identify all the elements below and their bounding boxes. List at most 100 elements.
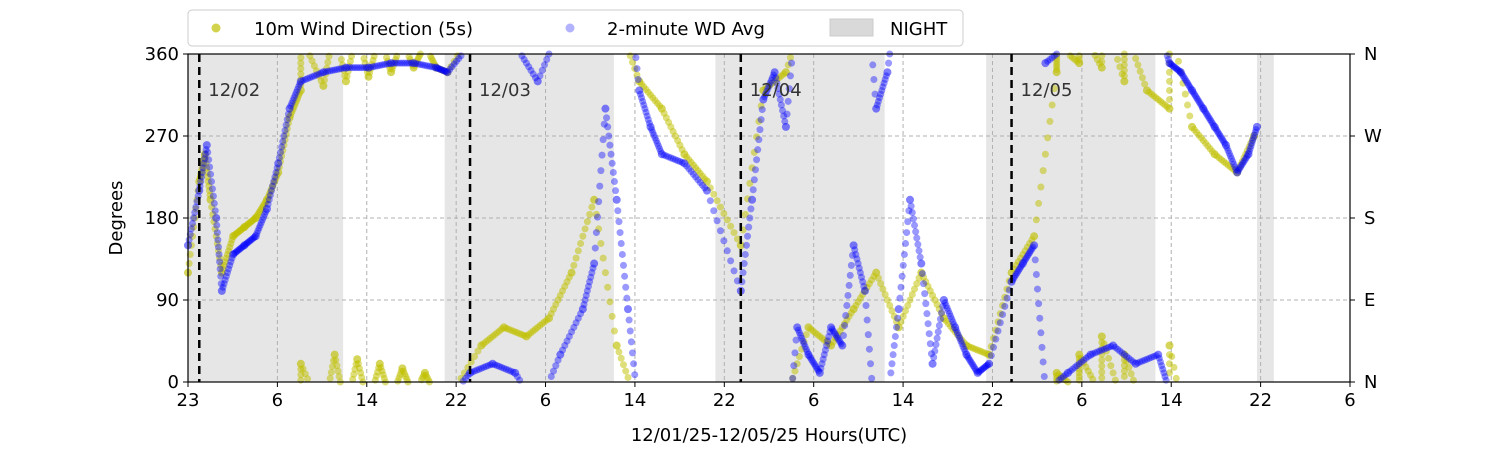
data-point	[694, 176, 702, 184]
data-point	[324, 58, 332, 66]
data-point	[770, 71, 778, 79]
data-point	[1250, 131, 1258, 139]
data-point	[447, 63, 455, 71]
y-tick-label: 180	[145, 208, 179, 229]
data-point	[799, 337, 807, 345]
data-point	[833, 332, 841, 340]
data-point	[744, 232, 752, 240]
data-point	[1098, 368, 1106, 376]
data-point	[217, 286, 226, 295]
data-point	[1199, 104, 1208, 113]
data-point	[333, 65, 341, 73]
data-point	[285, 104, 294, 113]
data-point	[1190, 90, 1198, 98]
data-point	[1232, 166, 1240, 174]
data-point	[315, 70, 323, 78]
data-point	[1225, 149, 1233, 157]
data-point	[619, 261, 627, 269]
data-point	[1031, 256, 1039, 264]
data-point	[1181, 76, 1189, 84]
data-point	[820, 351, 828, 359]
data-point	[1170, 63, 1178, 71]
data-point	[1100, 340, 1108, 348]
data-point	[727, 257, 735, 265]
data-point	[1231, 163, 1239, 171]
data-point	[987, 342, 995, 350]
data-point	[777, 101, 785, 109]
data-point	[578, 305, 587, 314]
data-point	[806, 352, 814, 360]
data-point	[1114, 345, 1122, 353]
data-point	[308, 73, 316, 81]
data-point	[301, 76, 309, 84]
data-point	[727, 222, 735, 230]
data-point	[606, 298, 614, 306]
data-point	[273, 171, 281, 179]
data-point	[1171, 64, 1179, 72]
data-point	[1057, 374, 1065, 382]
data-point	[1229, 158, 1237, 166]
data-point	[946, 310, 954, 318]
data-point	[288, 99, 296, 107]
data-point	[1210, 122, 1219, 131]
data-point	[1165, 59, 1174, 68]
data-point	[387, 59, 396, 68]
data-point	[767, 76, 775, 84]
data-point	[364, 63, 373, 72]
data-point	[723, 247, 731, 255]
data-point	[482, 363, 490, 371]
data-point	[1138, 74, 1146, 82]
data-point	[256, 221, 264, 229]
data-point	[200, 159, 208, 167]
data-point	[902, 240, 910, 248]
data-point	[643, 112, 651, 120]
data-point	[1251, 128, 1259, 136]
data-point	[960, 345, 968, 353]
data-point	[994, 327, 1002, 335]
night-band-2	[444, 54, 614, 382]
data-point	[874, 97, 882, 105]
data-point	[443, 68, 452, 77]
data-point	[491, 361, 499, 369]
data-point	[516, 376, 524, 384]
data-point	[279, 137, 287, 145]
data-point	[791, 367, 799, 375]
data-point	[1125, 354, 1133, 362]
data-point	[795, 352, 803, 360]
data-point	[627, 338, 635, 346]
data-point	[809, 358, 817, 366]
data-point	[841, 322, 849, 330]
data-point	[556, 350, 565, 359]
data-point	[860, 282, 868, 290]
data-point	[720, 209, 728, 217]
data-point	[786, 72, 794, 80]
data-point	[608, 312, 616, 320]
data-point	[378, 61, 386, 69]
data-point	[1186, 112, 1194, 120]
data-point	[396, 59, 404, 67]
data-point	[702, 186, 711, 195]
data-point	[863, 316, 871, 324]
data-point	[1038, 343, 1046, 351]
data-point	[794, 326, 802, 334]
data-point	[247, 236, 255, 244]
data-point	[207, 170, 215, 178]
data-point	[275, 154, 283, 162]
data-point	[789, 374, 797, 382]
data-point	[999, 301, 1007, 309]
data-point	[407, 59, 415, 67]
data-point	[615, 348, 623, 356]
data-point	[1129, 376, 1137, 384]
legend-night-patch	[829, 18, 874, 37]
data-point	[616, 229, 624, 237]
data-point	[730, 229, 738, 237]
data-point	[633, 71, 641, 79]
data-point	[888, 307, 896, 315]
data-point	[818, 360, 826, 368]
data-point	[1018, 259, 1027, 268]
data-point	[853, 255, 861, 263]
data-point	[626, 327, 634, 335]
data-point	[304, 75, 312, 83]
data-point	[565, 332, 573, 340]
data-point	[291, 91, 299, 99]
